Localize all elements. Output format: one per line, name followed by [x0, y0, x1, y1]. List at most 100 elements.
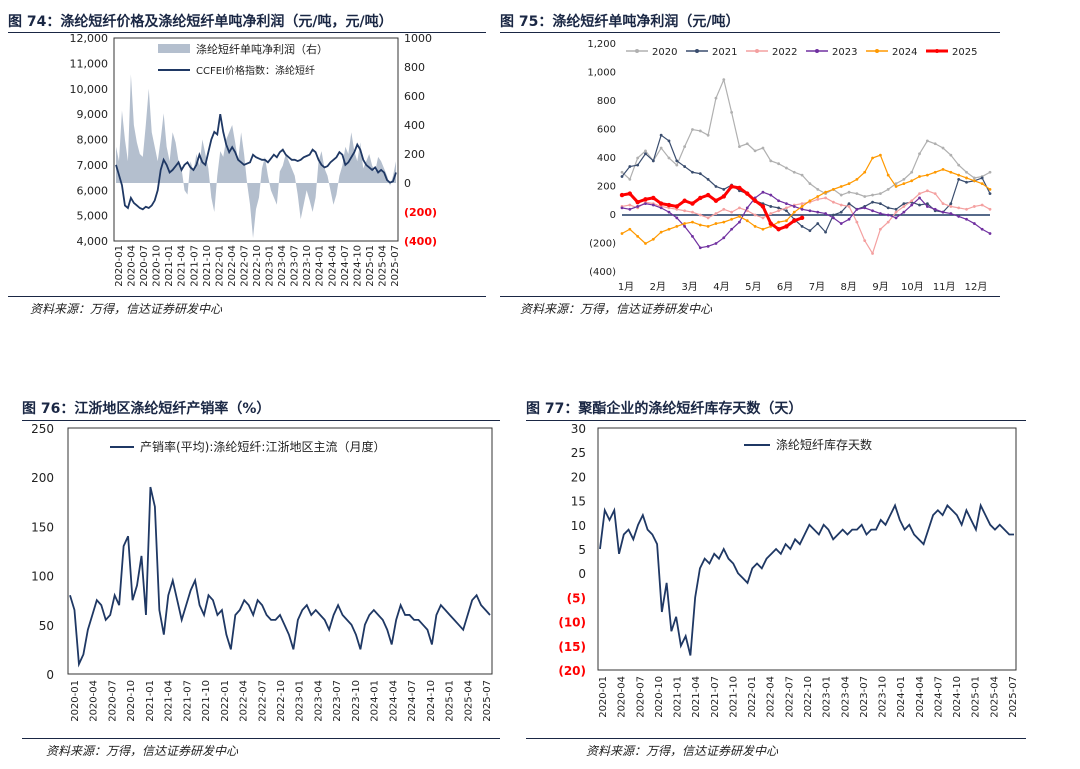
- fig75-point-2025: [799, 215, 805, 221]
- fig75-point-2020: [738, 145, 741, 148]
- fig75-point-2023: [980, 227, 984, 231]
- fig75-point-2022: [706, 216, 710, 220]
- fig77-y-tick: (20): [558, 664, 586, 678]
- fig75-point-2022: [855, 220, 859, 224]
- fig77-x-tick: 2024-04: [915, 676, 926, 718]
- fig74-profit-area: [116, 74, 396, 239]
- fig75-y-tick: (200): [589, 239, 616, 250]
- fig74-right-tick: 1000: [404, 32, 432, 45]
- fig76-x-tick: 2023-04: [313, 680, 324, 722]
- fig75-y-tick: (400): [589, 267, 616, 278]
- fig75-point-2024: [753, 225, 757, 228]
- fig75-x-tick: 5月: [745, 281, 761, 293]
- fig75-point-2023: [847, 217, 851, 221]
- fig74-left-tick: 9,000: [77, 108, 109, 121]
- fig75-point-2020: [910, 170, 914, 174]
- fig75-point-2024: [863, 170, 867, 174]
- fig75-point-2022: [894, 210, 898, 214]
- fig77-x-tick: 2021-07: [710, 676, 721, 718]
- fig77-x-tick: 2024-01: [896, 676, 907, 718]
- fig75-point-2021: [957, 177, 961, 181]
- fig75-point-2021: [706, 177, 710, 181]
- fig75-point-2020: [800, 173, 804, 177]
- fig75-point-2024: [878, 153, 882, 157]
- fig75-x-tick: 9月: [872, 281, 888, 293]
- fig75-point-2021: [918, 203, 921, 207]
- fig75-point-2022: [777, 209, 780, 213]
- fig75-point-2024: [902, 182, 906, 186]
- fig75-point-2023: [855, 207, 859, 211]
- fig75-point-2020: [871, 193, 874, 197]
- fig74-left-tick: 6,000: [77, 184, 109, 197]
- fig75-legend-label-2025: 2025: [952, 47, 977, 58]
- fig75-point-2022: [847, 205, 851, 208]
- fig75-point-2021: [698, 172, 702, 176]
- fig75-series-line-2021: [621, 134, 991, 234]
- fig75-point-2025: [745, 191, 750, 196]
- fig75-y-tick: 800: [597, 96, 616, 107]
- fig75-source: 资料来源：万得，信达证券研发中心: [520, 302, 713, 316]
- fig77-title-rule: [526, 420, 1026, 421]
- fig75-point-2024: [949, 170, 953, 174]
- fig75-point-2021: [816, 222, 820, 225]
- fig75-point-2025: [658, 201, 664, 206]
- fig74-chart: 12,000 11,000 10,000 9,000 8,000 7,000 6,000 5,…: [70, 32, 438, 287]
- fig76-y-tick: 50: [39, 619, 54, 633]
- fig77-legend-label: 涤纶短纤库存天数: [776, 437, 872, 452]
- fig75-point-2023: [902, 210, 906, 214]
- fig76-x-tick: 2025-04: [463, 680, 474, 722]
- fig77-x-tick: 2023-04: [840, 676, 851, 718]
- fig75-point-2021: [683, 165, 687, 168]
- fig74-left-tick: 8,000: [77, 134, 109, 147]
- fig74-left-tick: 11,000: [70, 57, 109, 70]
- fig74-x-tick: 2020-04: [127, 245, 138, 287]
- fig75-y-tick: 200: [597, 182, 616, 193]
- fig75-legend-marker-2025: [935, 49, 939, 53]
- fig75-point-2021: [675, 159, 679, 163]
- fig76-x-tick: 2022-10: [276, 680, 287, 722]
- fig76-x-tick: 2024-10: [426, 680, 437, 722]
- fig77-y-tick: (15): [558, 640, 586, 654]
- fig75-point-2023: [761, 190, 765, 194]
- fig75-point-2023: [644, 202, 647, 206]
- fig75-point-2022: [667, 206, 671, 210]
- fig74-left-tick: 7,000: [77, 159, 109, 172]
- fig75-point-2023: [683, 225, 687, 228]
- fig75-point-2021: [902, 202, 906, 206]
- fig75-point-2024: [691, 220, 694, 224]
- fig75-point-2024: [839, 185, 843, 188]
- fig75-point-2023: [894, 216, 898, 220]
- fig76-series-line: [69, 486, 491, 668]
- fig77-x-tick: 2021-04: [691, 676, 702, 718]
- fig76-x-tick: 2023-07: [332, 680, 343, 722]
- fig75-point-2021: [651, 159, 655, 163]
- fig74-left-tick: 5,000: [77, 210, 109, 223]
- fig76-x-tick: 2024-07: [407, 680, 418, 722]
- fig75-point-2020: [972, 176, 976, 180]
- fig77-y-tick: 30: [571, 422, 586, 436]
- fig75-point-2020: [745, 142, 749, 146]
- fig75-point-2021: [714, 185, 718, 188]
- fig75-point-2023: [691, 234, 694, 238]
- fig75-point-2020: [777, 162, 780, 166]
- fig75-point-2024: [808, 199, 812, 203]
- fig75-point-2023: [816, 210, 820, 214]
- fig75-point-2023: [792, 205, 796, 208]
- fig75-point-2022: [824, 196, 827, 200]
- fig75-point-2023: [910, 203, 914, 207]
- fig77-x-tick: 2020-04: [617, 676, 628, 718]
- fig76-y-tick: 100: [31, 570, 54, 584]
- fig75-y-tick: 600: [597, 125, 616, 136]
- fig75-bottom-rule: [500, 296, 1000, 297]
- fig77-x-tick: 2024-07: [933, 676, 944, 718]
- fig75-x-tick: 11月: [933, 281, 956, 293]
- fig75-point-2021: [847, 202, 851, 206]
- fig75-point-2022: [738, 206, 741, 210]
- fig75-legend-label-2024: 2024: [892, 47, 917, 58]
- fig75-point-2020: [965, 170, 968, 174]
- fig75-point-2020: [683, 145, 687, 148]
- fig74-x-tick: 2024-07: [340, 245, 351, 287]
- fig77-y-tick: 15: [571, 495, 586, 509]
- fig75-point-2025: [752, 198, 758, 203]
- fig76-x-tick: 2021-01: [145, 680, 156, 722]
